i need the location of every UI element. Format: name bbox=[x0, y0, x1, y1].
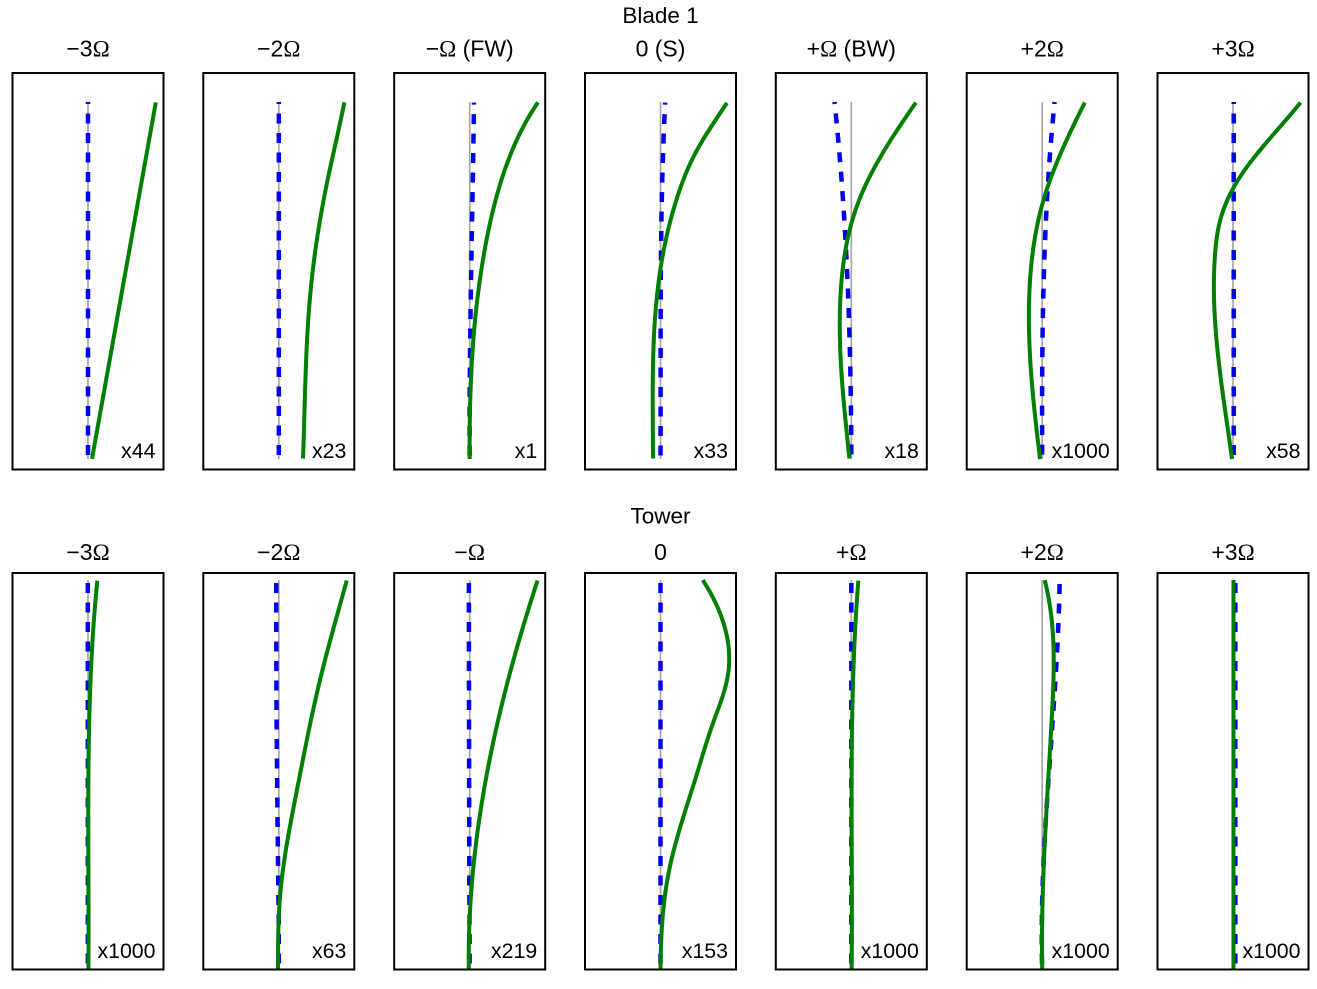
svg-text:−Ω: −Ω bbox=[454, 539, 485, 565]
svg-text:x1000: x1000 bbox=[1052, 439, 1110, 463]
svg-text:+2Ω: +2Ω bbox=[1021, 539, 1064, 565]
svg-text:+Ω: +Ω bbox=[836, 539, 867, 565]
svg-text:+3Ω: +3Ω bbox=[1211, 36, 1254, 62]
svg-text:x1000: x1000 bbox=[1242, 939, 1300, 963]
svg-text:0 (S): 0 (S) bbox=[636, 36, 686, 62]
svg-text:x18: x18 bbox=[884, 439, 918, 463]
svg-text:−2Ω: −2Ω bbox=[257, 36, 300, 62]
svg-text:x58: x58 bbox=[1266, 439, 1300, 463]
svg-text:−2Ω: −2Ω bbox=[257, 539, 300, 565]
svg-text:+2Ω: +2Ω bbox=[1021, 36, 1064, 62]
svg-text:x23: x23 bbox=[312, 439, 346, 463]
svg-text:+Ω (BW): +Ω (BW) bbox=[807, 36, 896, 62]
svg-text:x63: x63 bbox=[312, 939, 346, 963]
svg-text:x153: x153 bbox=[682, 939, 728, 963]
svg-text:x33: x33 bbox=[694, 439, 728, 463]
svg-text:Blade 1: Blade 1 bbox=[622, 3, 698, 28]
svg-text:−Ω (FW): −Ω (FW) bbox=[426, 36, 514, 62]
svg-text:x1: x1 bbox=[515, 439, 538, 463]
svg-text:−3Ω: −3Ω bbox=[66, 539, 109, 565]
svg-text:+3Ω: +3Ω bbox=[1211, 539, 1254, 565]
svg-text:−3Ω: −3Ω bbox=[66, 36, 109, 62]
svg-text:x1000: x1000 bbox=[97, 939, 155, 963]
svg-text:x219: x219 bbox=[491, 939, 537, 963]
svg-text:x44: x44 bbox=[121, 439, 155, 463]
svg-text:Tower: Tower bbox=[630, 504, 691, 529]
svg-text:x1000: x1000 bbox=[1052, 939, 1110, 963]
svg-text:x1000: x1000 bbox=[861, 939, 919, 963]
svg-text:0: 0 bbox=[654, 539, 667, 565]
